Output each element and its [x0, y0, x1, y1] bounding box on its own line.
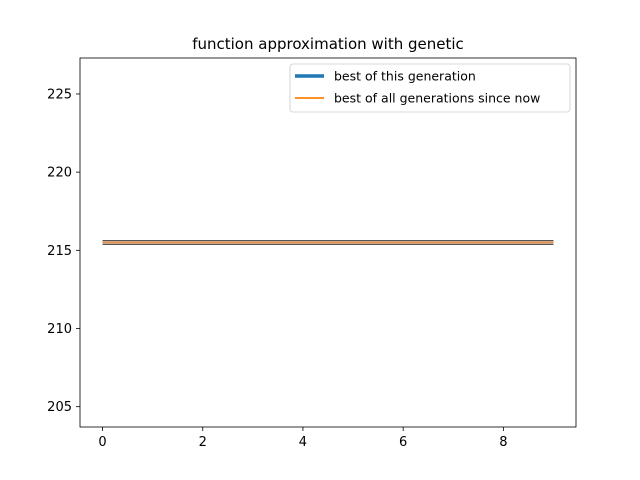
- legend-entry-label: best of all generations since now: [334, 91, 540, 106]
- x-tick-label: 0: [98, 435, 106, 450]
- legend: best of this generation best of all gener…: [289, 63, 571, 113]
- y-tick-label: 220: [47, 166, 72, 181]
- y-tick-label: 210: [47, 322, 72, 337]
- x-tick-label: 8: [499, 435, 507, 450]
- legend-box: [289, 63, 571, 113]
- y-tick-label: 205: [47, 400, 72, 415]
- x-tick-label: 4: [299, 435, 307, 450]
- x-axis: 0 2 4 6 8: [98, 427, 507, 450]
- chart-title: function approximation with genetic: [192, 35, 464, 53]
- y-tick-label: 225: [47, 87, 72, 102]
- legend-entry-label: best of this generation: [334, 69, 476, 84]
- x-tick-label: 6: [399, 435, 407, 450]
- y-tick-label: 215: [47, 244, 72, 259]
- y-axis: 205 210 215 220 225: [47, 87, 80, 415]
- x-tick-label: 2: [199, 435, 207, 450]
